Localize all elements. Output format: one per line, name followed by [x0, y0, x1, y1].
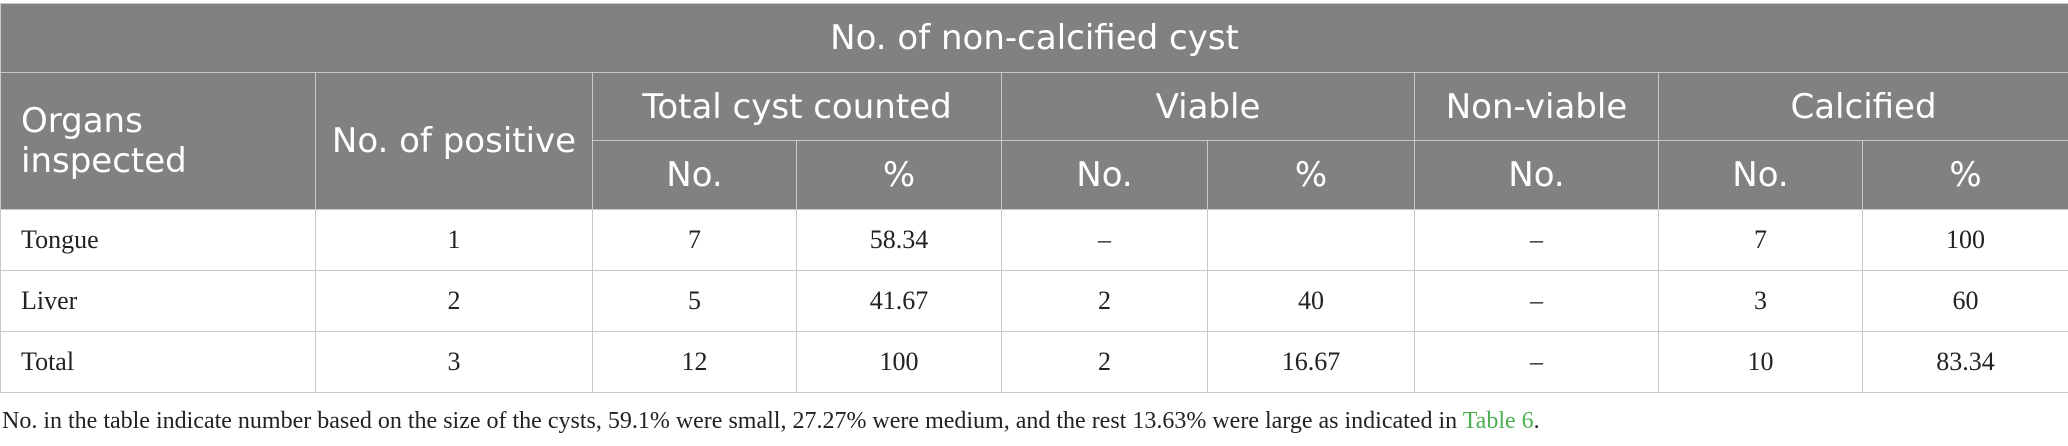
subheader-viable-no: No. [1001, 140, 1208, 210]
cell-viable-no: 2 [1001, 331, 1208, 393]
cell-viable-no: 2 [1001, 270, 1208, 332]
table-row: Liver 2 5 41.67 2 40 – 3 60 [0, 270, 2068, 332]
cell-viable-no: – [1001, 209, 1208, 271]
footnote-end: . [1533, 408, 1540, 434]
table-row: Tongue 1 7 58.34 – – 7 100 [0, 209, 2068, 271]
header-non-viable: Non-viable [1414, 72, 1659, 141]
table-row: Total 3 12 100 2 16.67 – 10 83.34 [0, 331, 2068, 393]
cell-total-no: 5 [592, 270, 797, 332]
subheader-total-pct: % [796, 140, 1002, 210]
cell-total-no: 7 [592, 209, 797, 271]
table-title: No. of non-calcified cyst [0, 3, 2068, 73]
header-calcified: Calcified [1657, 72, 2068, 141]
cell-calcified-no: 3 [1658, 270, 1863, 332]
header-organs-inspected: Organs inspected [0, 72, 316, 210]
cell-calcified-pct: 100 [1861, 209, 2068, 271]
cell-positive: 3 [315, 331, 593, 393]
cell-calcified-pct: 83.34 [1861, 331, 2068, 393]
cell-total-pct: 58.34 [796, 209, 1002, 271]
cell-positive: 2 [315, 270, 593, 332]
cyst-table: No. of non-calcified cyst Organs inspect… [0, 3, 2068, 393]
cell-viable-pct [1207, 209, 1415, 271]
cell-organ: Tongue [0, 209, 316, 271]
table-container: No. of non-calcified cyst Organs inspect… [0, 3, 2068, 393]
subheader-total-no: No. [592, 140, 797, 210]
cell-nonviable-no: – [1414, 209, 1659, 271]
cell-nonviable-no: – [1414, 270, 1659, 332]
cell-organ: Liver [0, 270, 316, 332]
subheader-calcified-pct: % [1861, 140, 2068, 210]
header-total-cyst-counted: Total cyst counted [592, 72, 1002, 141]
subheader-nonviable-no: No. [1414, 140, 1659, 210]
cell-calcified-no: 10 [1658, 331, 1863, 393]
table-footnote: No. in the table indicate number based o… [2, 408, 1540, 435]
table-6-link[interactable]: Table 6 [1462, 408, 1534, 434]
cell-calcified-pct: 60 [1861, 270, 2068, 332]
cell-positive: 1 [315, 209, 593, 271]
cell-viable-pct: 40 [1207, 270, 1415, 332]
cell-total-pct: 100 [796, 331, 1002, 393]
subheader-calcified-no: No. [1658, 140, 1863, 210]
cell-nonviable-no: – [1414, 331, 1659, 393]
header-no-of-positive: No. of positive [315, 72, 593, 210]
cell-viable-pct: 16.67 [1207, 331, 1415, 393]
footnote-text: No. in the table indicate number based o… [2, 408, 1463, 434]
subheader-viable-pct: % [1207, 140, 1415, 210]
header-viable: Viable [1001, 72, 1415, 141]
cell-organ: Total [0, 331, 316, 393]
cell-total-pct: 41.67 [796, 270, 1002, 332]
cell-total-no: 12 [592, 331, 797, 393]
cell-calcified-no: 7 [1658, 209, 1863, 271]
